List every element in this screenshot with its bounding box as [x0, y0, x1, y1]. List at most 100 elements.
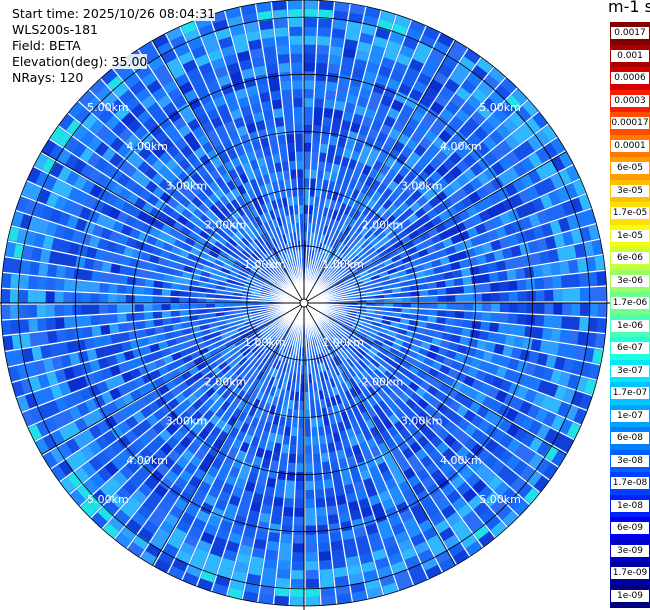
range-gate — [88, 424, 103, 439]
range-gate — [481, 312, 491, 322]
range-gate — [181, 449, 194, 462]
range-gate — [312, 444, 320, 455]
range-gate — [148, 57, 165, 72]
range-gate — [390, 70, 404, 83]
range-gate — [325, 282, 334, 289]
range-gate — [214, 240, 225, 250]
range-gate — [267, 229, 275, 240]
range-gate — [343, 360, 352, 370]
range-gate — [81, 179, 95, 194]
range-gate — [284, 325, 291, 334]
range-gate — [488, 475, 503, 491]
range-gate — [343, 278, 353, 285]
range-gate — [262, 495, 274, 506]
range-gate — [140, 406, 153, 419]
range-gate — [96, 213, 108, 227]
range-gate — [423, 238, 434, 248]
range-gate — [311, 259, 316, 269]
range-gate — [201, 32, 217, 46]
ray-gap — [7, 302, 305, 368]
range-gate — [235, 478, 247, 490]
ray — [60, 303, 304, 494]
range-gate — [412, 50, 428, 64]
range-gate — [255, 226, 264, 236]
range-gate — [197, 539, 212, 553]
range-gate — [515, 106, 532, 122]
range-gate — [424, 429, 437, 442]
range-gate — [227, 274, 238, 281]
range-gate — [396, 245, 407, 254]
range-gate — [462, 182, 476, 196]
range-gate — [306, 587, 320, 598]
range-gate — [585, 256, 597, 272]
range-gate — [567, 422, 581, 439]
range-gate — [134, 295, 144, 303]
range-gate — [271, 99, 283, 110]
range-gate — [429, 183, 442, 196]
range-gate — [436, 316, 446, 325]
range-gate — [269, 325, 278, 333]
range-gate — [376, 231, 387, 241]
range-gate — [332, 276, 342, 284]
ray — [304, 88, 528, 303]
range-gate — [260, 28, 275, 39]
range-gate — [68, 242, 80, 255]
range-gate — [393, 120, 406, 133]
range-gate — [180, 542, 196, 556]
colorbar-tick-label: 1.7e-09 — [611, 567, 649, 580]
range-gate — [115, 532, 132, 549]
range-gate — [276, 217, 283, 227]
range-gate — [110, 333, 121, 344]
range-gate — [454, 286, 465, 294]
ray-gap — [257, 302, 305, 603]
range-gate — [339, 256, 348, 265]
ray — [304, 100, 539, 303]
range-gate — [272, 378, 280, 388]
range-gate — [81, 304, 91, 315]
range-gate — [330, 459, 340, 471]
range-gate — [313, 391, 320, 401]
range-gate — [409, 252, 421, 261]
range-gate — [456, 446, 470, 460]
range-gate — [286, 271, 292, 280]
range-gate — [398, 166, 410, 178]
range-gate — [126, 359, 138, 371]
range-gate — [418, 283, 428, 291]
range-gate — [200, 214, 211, 225]
range-gate — [157, 231, 169, 242]
range-gate — [248, 272, 258, 279]
range-gate — [355, 161, 365, 173]
range-gate — [229, 270, 239, 278]
range-gate — [290, 587, 304, 598]
range-gate — [276, 45, 290, 55]
range-gate — [309, 196, 315, 206]
range-gate — [357, 303, 367, 306]
range-gate — [469, 147, 483, 162]
range-gate — [278, 276, 286, 285]
ray-gap — [48, 138, 305, 304]
range-gate — [56, 329, 67, 343]
range-gate — [578, 273, 589, 287]
range-gate — [196, 377, 208, 388]
range-gate — [334, 320, 343, 327]
range-gate — [281, 243, 288, 254]
range-gate — [273, 496, 284, 507]
range-gate — [262, 316, 272, 322]
range-gate — [295, 133, 303, 143]
range-gate — [37, 188, 51, 204]
range-gate — [509, 112, 525, 128]
range-gate — [338, 353, 346, 363]
range-gate — [76, 402, 90, 417]
range-gate — [550, 137, 566, 155]
range-gate — [188, 231, 199, 241]
range-gate — [270, 90, 282, 101]
range-gate — [137, 110, 152, 125]
range-gate — [404, 171, 417, 184]
range-gate — [282, 253, 288, 263]
range-gate — [254, 319, 264, 325]
range-gate — [84, 398, 98, 413]
range-gate — [367, 396, 378, 408]
range-gate — [414, 207, 426, 219]
range-gate — [104, 377, 117, 390]
range-gate — [72, 316, 83, 328]
